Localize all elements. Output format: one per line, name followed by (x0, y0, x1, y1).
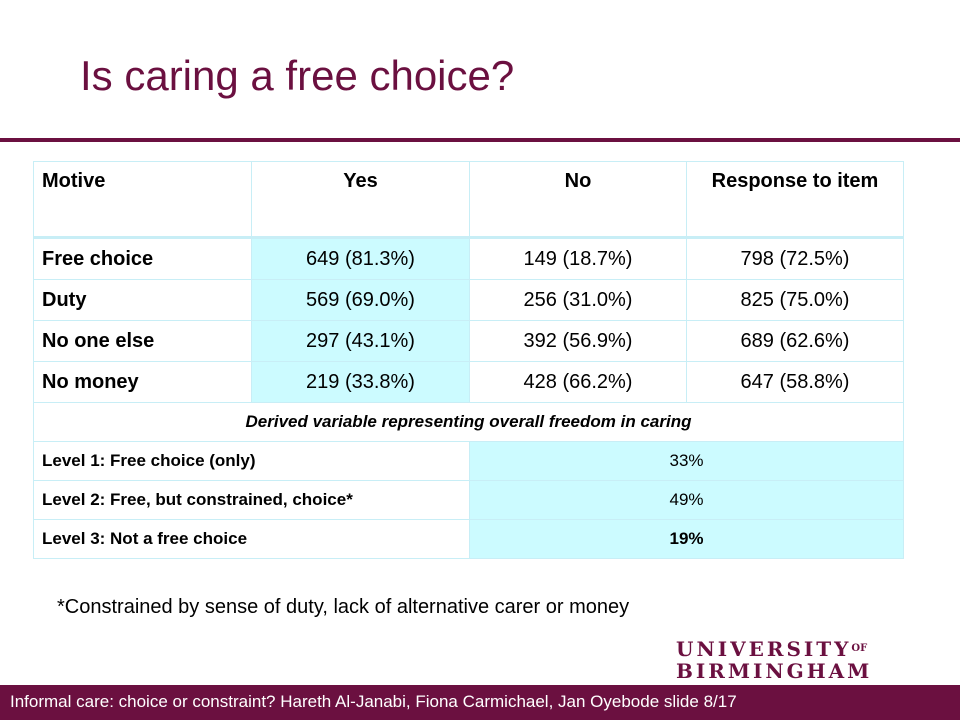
derived-heading: Derived variable representing overall fr… (33, 402, 904, 442)
level-value: 33% (469, 441, 904, 481)
table-row: No one else 297 (43.1%) 392 (56.9%) 689 … (33, 320, 904, 362)
header-yes: Yes (251, 161, 470, 239)
university-logo: UNIVERSITYOF BIRMINGHAM (676, 638, 916, 682)
yes-cell: 569 (69.0%) (251, 279, 470, 321)
response-cell: 825 (75.0%) (686, 279, 904, 321)
table-row: No money 219 (33.8%) 428 (66.2%) 647 (58… (33, 361, 904, 403)
logo-word-university: UNIVERSITY (676, 637, 852, 661)
level-row: Level 2: Free, but constrained, choice* … (33, 480, 904, 520)
footer-text: Informal care: choice or constraint? Har… (10, 692, 737, 711)
logo-word-birmingham: BIRMINGHAM (676, 659, 873, 683)
table-row: Duty 569 (69.0%) 256 (31.0%) 825 (75.0%) (33, 279, 904, 321)
no-cell: 149 (18.7%) (469, 237, 687, 280)
motive-cell: No one else (33, 320, 252, 362)
level-row: Level 3: Not a free choice 19% (33, 519, 904, 559)
header-motive: Motive (33, 161, 252, 239)
no-cell: 256 (31.0%) (469, 279, 687, 321)
table-row: Free choice 649 (81.3%) 149 (18.7%) 798 … (33, 237, 904, 280)
response-cell: 798 (72.5%) (686, 237, 904, 280)
response-cell: 689 (62.6%) (686, 320, 904, 362)
level-value: 49% (469, 480, 904, 520)
yes-cell: 649 (81.3%) (251, 237, 470, 280)
footnote: *Constrained by sense of duty, lack of a… (57, 596, 630, 618)
level-row: Level 1: Free choice (only) 33% (33, 441, 904, 481)
table-header-row: Motive Yes No Response to item (33, 161, 904, 239)
no-cell: 428 (66.2%) (469, 361, 687, 403)
motive-cell: No money (33, 361, 252, 403)
yes-cell: 219 (33.8%) (251, 361, 470, 403)
title-divider (0, 138, 960, 142)
logo-word-of: OF (851, 643, 868, 654)
no-cell: 392 (56.9%) (469, 320, 687, 362)
slide-title: Is caring a free choice? (80, 52, 515, 99)
level-label: Level 3: Not a free choice (33, 519, 470, 559)
level-value: 19% (469, 519, 904, 559)
derived-heading-row: Derived variable representing overall fr… (33, 402, 904, 442)
level-label: Level 2: Free, but constrained, choice* (33, 480, 470, 520)
level-label: Level 1: Free choice (only) (33, 441, 470, 481)
motive-cell: Duty (33, 279, 252, 321)
logo-line-1: UNIVERSITYOF (676, 638, 916, 660)
response-cell: 647 (58.8%) (686, 361, 904, 403)
header-response: Response to item (686, 161, 904, 239)
yes-cell: 297 (43.1%) (251, 320, 470, 362)
motive-cell: Free choice (33, 237, 252, 280)
header-no: No (469, 161, 687, 239)
freedom-table: Motive Yes No Response to item Free choi… (33, 161, 904, 559)
footer-bar: Informal care: choice or constraint? Har… (0, 685, 960, 720)
